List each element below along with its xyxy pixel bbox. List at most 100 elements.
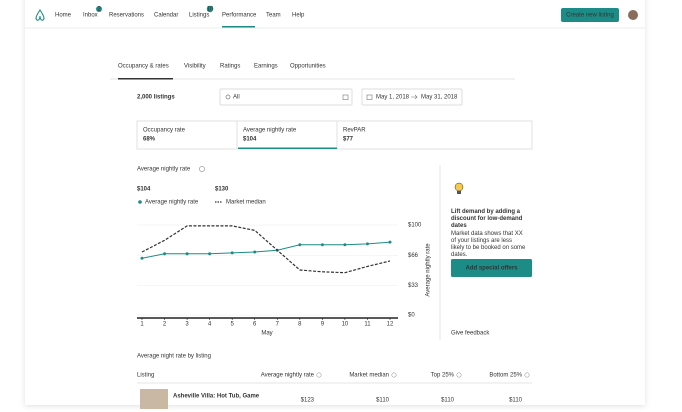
x-tick-label: 5: [231, 322, 235, 328]
stat-value: $104: [243, 137, 257, 143]
series-point: [140, 256, 144, 260]
series-point: [163, 252, 167, 256]
avatar[interactable]: [628, 10, 638, 20]
series-point: [230, 251, 234, 255]
tab[interactable]: Occupancy & rates: [118, 64, 169, 70]
bulb-icon: [454, 182, 464, 192]
x-tick-label: 4: [208, 322, 212, 328]
series-point: [343, 243, 347, 247]
stat-label[interactable]: RevPAR: [343, 128, 366, 134]
tab[interactable]: Ratings: [220, 64, 240, 70]
x-tick-label: 1: [140, 322, 144, 328]
nav-active-underline: [222, 26, 255, 28]
feedback-link[interactable]: Give feedback: [451, 331, 490, 337]
special-offers-button[interactable]: [451, 259, 532, 277]
listing-thumbnail: [140, 389, 168, 409]
calendar-icon: [342, 94, 349, 100]
stat-label[interactable]: Occupancy rate: [143, 128, 186, 134]
nav-link[interactable]: Team: [266, 13, 281, 19]
y-tick-label: $66: [408, 253, 419, 259]
nav-link[interactable]: Help: [292, 13, 305, 19]
series-point: [253, 250, 257, 254]
legend-label: Market median: [226, 200, 266, 206]
info-icon: [391, 372, 397, 378]
column-header: Bottom 25%: [489, 373, 522, 379]
y-tick-label: $100: [408, 223, 422, 229]
date-start: May 1, 2018: [376, 95, 410, 101]
x-tick-label: 9: [321, 322, 325, 328]
series-point: [185, 252, 189, 256]
tab[interactable]: Opportunities: [290, 64, 326, 70]
table-cell: $110: [376, 398, 390, 404]
nav-link[interactable]: Performance: [222, 13, 257, 19]
y-tick-label: $0: [408, 313, 415, 319]
x-tick-label: 7: [276, 322, 280, 328]
tab[interactable]: Earnings: [254, 64, 278, 70]
x-tick-label: 10: [342, 322, 349, 328]
series-point: [388, 240, 392, 244]
column-header: Listing: [137, 373, 154, 379]
insight-body: Market data shows that XX of your listing…: [451, 231, 526, 258]
listing-name[interactable]: Asheville Villa: Hot Tub, Game: [173, 394, 260, 400]
listings-count: 2,000 listings: [137, 95, 175, 101]
column-header: Market median: [349, 373, 389, 379]
create-listing-button[interactable]: [561, 8, 619, 22]
table-cell: $110: [509, 398, 523, 404]
table-cell: $123: [301, 398, 315, 404]
column-header: Average nightly rate: [261, 373, 315, 379]
date-end: May 31, 2018: [421, 95, 458, 101]
series-point: [298, 243, 302, 247]
table-cell: $110: [441, 398, 455, 404]
x-tick-label: 3: [185, 322, 189, 328]
column-header: Top 25%: [431, 373, 455, 379]
stats-box: [136, 120, 533, 150]
nav-link[interactable]: Inbox: [83, 13, 98, 19]
nav-link[interactable]: Home: [55, 13, 72, 19]
x-tick-label: 11: [364, 322, 371, 328]
stat-value: $77: [343, 137, 354, 143]
tab-active-underline: [118, 78, 173, 80]
chart-title: Average nightly rate: [137, 167, 191, 173]
legend-label: Average nightly rate: [145, 200, 199, 206]
x-axis-label: May: [261, 331, 272, 337]
x-tick-label: 6: [253, 322, 257, 328]
summary-value: $104: [137, 187, 151, 193]
bulb-base: [457, 191, 461, 194]
info-icon: [199, 166, 205, 172]
series-point: [208, 252, 212, 256]
date-calendar-icon: [366, 94, 373, 100]
insight-title: Lift demand by adding a discount for low-…: [451, 209, 523, 229]
nav-link[interactable]: Reservations: [109, 13, 144, 19]
series-point: [365, 242, 369, 246]
inbox-badge-text: 2: [97, 7, 101, 13]
nav-link[interactable]: Calendar: [154, 13, 178, 19]
search-box[interactable]: [219, 88, 353, 106]
search-icon: [225, 94, 231, 100]
stat-value: 68%: [143, 137, 156, 143]
special-offers-label[interactable]: Add special offers: [465, 266, 518, 272]
series-point: [320, 243, 324, 247]
search-value: All: [233, 95, 240, 101]
series-line: [141, 225, 391, 274]
create-listing-label[interactable]: Create new listing: [566, 13, 614, 19]
stat-active-underline: [238, 147, 337, 149]
x-tick-label: 8: [298, 322, 302, 328]
table-title: Average night rate by listing: [137, 354, 211, 360]
listings-badge: [206, 5, 214, 13]
y-axis-label: Average nightly rate: [426, 243, 432, 297]
card: [25, 0, 645, 405]
series-line: [141, 241, 391, 259]
x-tick-label: 12: [387, 322, 394, 328]
info-icon: [316, 372, 322, 378]
logo[interactable]: [35, 9, 45, 21]
x-tick-label: 2: [163, 322, 167, 328]
inbox-badge: [96, 6, 102, 12]
info-icon: [456, 372, 462, 378]
tab[interactable]: Visibility: [184, 64, 206, 70]
listings-badge-text: 10: [207, 7, 214, 13]
nav-link[interactable]: Listings: [189, 13, 209, 19]
y-tick-label: $33: [408, 283, 419, 289]
date-arrow: [411, 94, 418, 100]
stat-label[interactable]: Average nightly rate: [243, 128, 297, 134]
